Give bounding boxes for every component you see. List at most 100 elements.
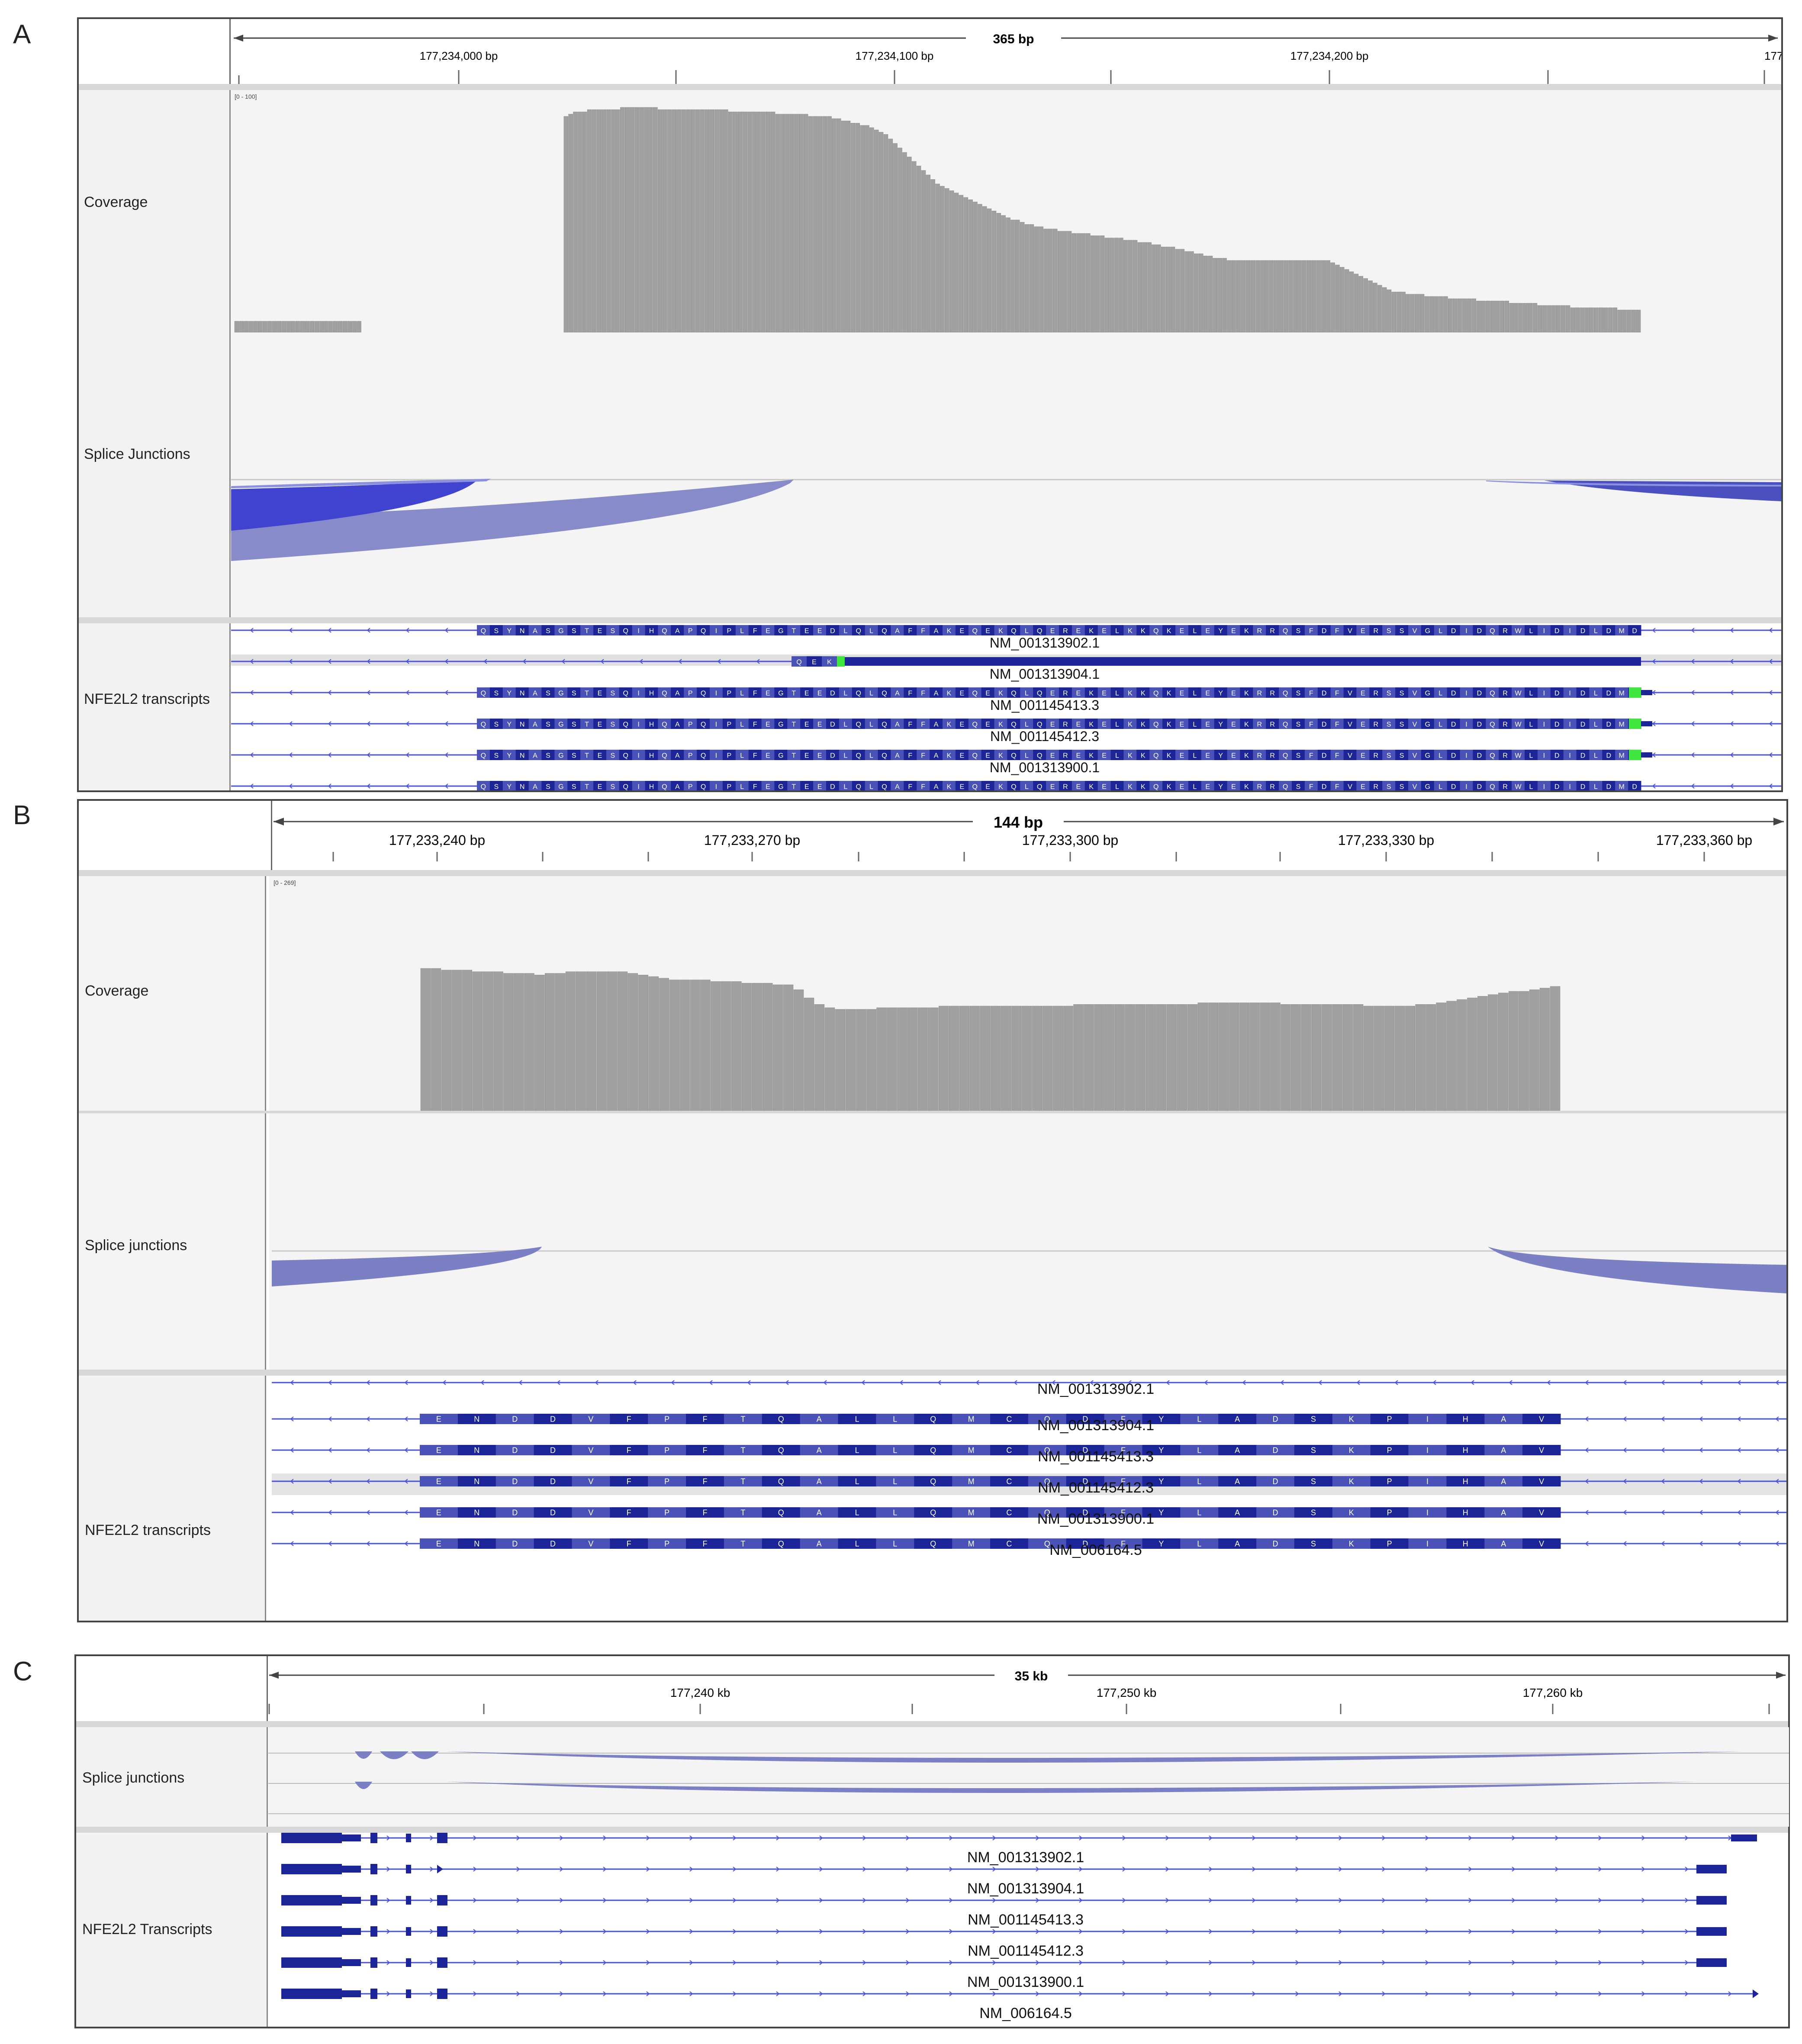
- strand-arrow: [1122, 1835, 1126, 1841]
- strand-arrow: [1598, 1960, 1602, 1965]
- amino-acid-label: R: [1063, 690, 1068, 697]
- exon-block: [370, 1895, 377, 1905]
- coverage-bar: [742, 983, 752, 1111]
- amino-acid-cell: [420, 1445, 458, 1455]
- strand-arrow: [1512, 1898, 1516, 1903]
- strand-arrow: [560, 1835, 563, 1841]
- amino-acid-cell: [1110, 719, 1124, 729]
- track-label-transcripts: NFE2L2 Transcripts: [82, 1921, 212, 1938]
- separator: [76, 1721, 1788, 1727]
- amino-acid-label: A: [675, 628, 680, 635]
- amino-acid-label: I: [1543, 783, 1545, 790]
- coverage-bar: [1067, 231, 1072, 332]
- amino-acid-label: V: [588, 1415, 593, 1424]
- amino-acid-cell: [1563, 625, 1577, 635]
- amino-acid-label: A: [1501, 1446, 1506, 1455]
- amino-acid-cell: [477, 625, 490, 635]
- amino-acid-cell: [1512, 750, 1525, 760]
- strand-arrow: [1699, 1510, 1703, 1515]
- amino-acid-cell: [761, 625, 775, 635]
- amino-acid-cell: [952, 1445, 991, 1455]
- coverage-bar: [1094, 1004, 1104, 1111]
- coverage-bar: [1161, 247, 1166, 332]
- amino-acid-cell: [914, 1507, 952, 1518]
- amino-acid-cell: [1589, 625, 1602, 635]
- strand-arrow: [1685, 1898, 1689, 1903]
- amino-acid-cell: [1421, 781, 1435, 790]
- strand-arrow: [1623, 1448, 1627, 1453]
- junction-arc: [355, 1782, 372, 1789]
- coverage-bar: [305, 321, 310, 332]
- coverage-bar: [1115, 1004, 1125, 1111]
- splice-junction-track-a: [231, 479, 1781, 561]
- coverage-bar: [1043, 229, 1048, 332]
- strand-arrow: [289, 721, 293, 726]
- coverage-bar: [281, 321, 286, 332]
- amino-acid-cell: [645, 687, 658, 698]
- amino-acid-label: T: [792, 721, 796, 729]
- coverage-bar: [1146, 1004, 1156, 1111]
- amino-acid-cell: [1550, 719, 1564, 729]
- strand-arrow: [949, 1898, 953, 1903]
- amino-acid-label: D: [1554, 690, 1560, 697]
- amino-acid-label: L: [1438, 752, 1442, 760]
- amino-acid-cell: [606, 750, 620, 760]
- transcript-name: NM_001313902.1: [1037, 1381, 1154, 1397]
- coverage-bar: [1349, 271, 1354, 332]
- coverage-bar: [606, 109, 611, 332]
- amino-acid-cell: [515, 687, 529, 698]
- amino-acid-cell: [1007, 750, 1020, 760]
- coverage-bar: [865, 125, 869, 332]
- amino-acid-cell: [800, 719, 814, 729]
- strand-arrow: [1769, 628, 1773, 633]
- amino-acid-cell: [787, 625, 801, 635]
- amino-acid-cell: [724, 1414, 763, 1424]
- strand-arrow: [1165, 1867, 1169, 1872]
- amino-acid-label: K: [1141, 721, 1146, 729]
- coverage-bar: [1020, 222, 1025, 332]
- strand-arrow: [405, 659, 409, 664]
- amino-acid-label: Q: [662, 628, 667, 635]
- coverage-bar: [1415, 1004, 1426, 1111]
- amino-acid-label: I: [637, 721, 639, 729]
- amino-acid-cell: [528, 719, 542, 729]
- track-label-transcripts: NFE2L2 transcripts: [84, 691, 210, 707]
- coverage-bar: [578, 112, 582, 332]
- amino-acid-cell: [1408, 1445, 1447, 1455]
- coverage-bar: [907, 1007, 918, 1111]
- amino-acid-label: L: [1197, 1509, 1201, 1517]
- amino-acid-label: L: [843, 783, 847, 790]
- amino-acid-cell: [1142, 1445, 1181, 1455]
- amino-acid-label: V: [1413, 628, 1417, 635]
- amino-acid-label: I: [1426, 1446, 1429, 1455]
- coverage-bar: [328, 321, 333, 332]
- coverage-bar: [267, 321, 272, 332]
- coverage-bar: [1199, 253, 1203, 332]
- coverage-bar: [1486, 300, 1490, 332]
- coverage-bar: [991, 210, 997, 332]
- amino-acid-cell: [724, 1445, 763, 1455]
- coverage-bar: [462, 970, 472, 1111]
- amino-acid-label: E: [1050, 752, 1055, 760]
- coverage-bar: [1415, 294, 1420, 332]
- coverage-bar: [1322, 1004, 1332, 1111]
- amino-acid-label: P: [664, 1540, 669, 1548]
- amino-acid-cell: [1576, 781, 1590, 790]
- amino-acid-label: Y: [507, 783, 512, 790]
- strand-arrow: [1339, 1867, 1342, 1872]
- amino-acid-label: I: [1543, 752, 1545, 760]
- amino-acid-cell: [1033, 719, 1046, 729]
- strand-arrow: [633, 1380, 637, 1385]
- amino-acid-label: W: [1515, 721, 1522, 729]
- amino-acid-label: P: [664, 1415, 669, 1424]
- coverage-bar: [1288, 260, 1293, 332]
- amino-acid-label: S: [1311, 1446, 1316, 1455]
- coverage-bar: [1495, 300, 1500, 332]
- amino-acid-label: E: [1231, 628, 1236, 635]
- amino-acid-cell: [580, 687, 594, 698]
- amino-acid-cell: [968, 750, 982, 760]
- amino-acid-cell: [1356, 625, 1370, 635]
- coverage-bar: [1217, 258, 1222, 332]
- transcript-track-c: NM_001313902.1NM_001313904.1NM_001145413…: [281, 1833, 1759, 2021]
